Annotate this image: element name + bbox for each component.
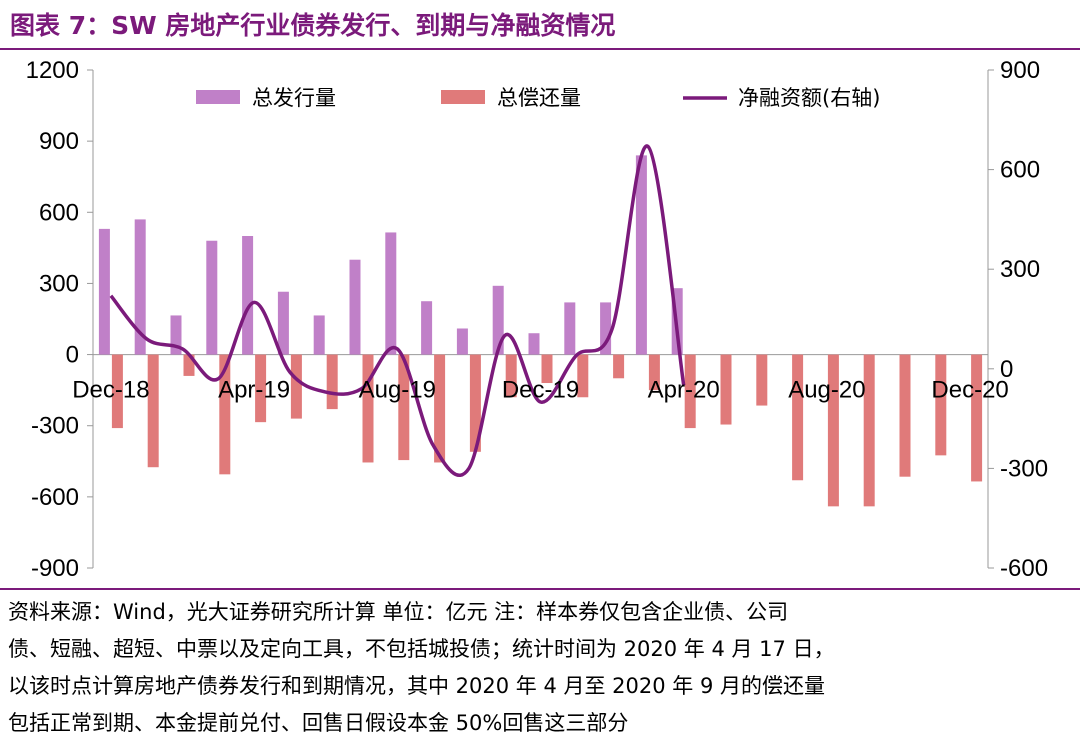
issuance-bar: [528, 333, 540, 355]
repayment-bar: [827, 354, 839, 507]
note-line: 资料来源：Wind，光大证券研究所计算 单位：亿元 注：样本券仅包含企业债、公司: [8, 600, 789, 624]
x-tick-label: Dec-20: [931, 377, 1008, 404]
y-tick-label: 0: [66, 342, 79, 369]
issuance-bar: [134, 219, 146, 355]
repayment-bar: [720, 354, 732, 425]
note-divider: [0, 588, 1080, 590]
y2-tick-label: -600: [1000, 555, 1048, 582]
note-line: 以该时点计算房地产债券发行和到期情况，其中 2020 年 4 月至 2020 年…: [8, 674, 826, 698]
y2-tick-label: 300: [1000, 256, 1040, 283]
repayment-bar: [541, 354, 553, 384]
note-line: 债、短融、超短、中票以及定向工具，不包括城投债；统计时间为 2020 年 4 月…: [8, 637, 835, 661]
net-financing-line: [109, 144, 686, 477]
repayment-bar: [684, 354, 696, 429]
issuance-bar: [492, 285, 504, 355]
y2-tick-label: 0: [1000, 356, 1013, 383]
x-tick-label: Aug-20: [788, 377, 865, 404]
repayment-bar: [756, 354, 768, 406]
repayment-bar: [219, 354, 231, 475]
repayment-bar: [362, 354, 374, 463]
repayment-bar: [505, 354, 517, 398]
y-tick-label: 1200: [26, 57, 79, 84]
repayment-bar: [326, 354, 338, 410]
chart-title: 图表 7：SW 房地产行业债券发行、到期与净融资情况: [10, 11, 616, 40]
repayment-bar: [469, 354, 481, 452]
x-tick-label: Apr-19: [218, 377, 290, 404]
repayment-bar: [434, 354, 446, 463]
repayment-bar: [255, 354, 267, 423]
issuance-bar: [635, 155, 647, 355]
issuance-bar: [206, 240, 218, 355]
issuance-bar: [421, 301, 433, 355]
issuance-bar: [349, 259, 361, 355]
x-tick-label: Aug-19: [359, 377, 436, 404]
legend-label-net: 净融资额(右轴): [738, 86, 880, 110]
repayment-bar: [613, 354, 625, 379]
issuance-bar: [564, 302, 576, 355]
y2-tick-label: -300: [1000, 455, 1048, 482]
legend: 总发行量 总偿还量 净融资额(右轴): [196, 86, 880, 110]
y-tick-label: -600: [31, 484, 79, 511]
repayment-bar: [183, 354, 195, 376]
note-line: 包括正常到期、本金提前兑付、回售日假设本金 50%回售这三部分: [8, 711, 629, 735]
issuance-bar: [600, 302, 612, 355]
repayment-bar: [863, 354, 875, 507]
x-tick-label: Dec-18: [72, 377, 149, 404]
repayment-bar: [935, 354, 947, 456]
x-tick-label: Dec-19: [502, 377, 579, 404]
repayment-bar: [792, 354, 804, 481]
issuance-bar: [277, 291, 289, 355]
legend-label-repayment: 总偿还量: [497, 86, 581, 110]
y-tick-label: 600: [39, 199, 79, 226]
chart: 1200 900 600 300 0 -300 -600 -900 900 600 300 0 -300…: [26, 57, 1048, 582]
legend-swatch-repayment: [441, 90, 485, 104]
legend-swatch-issuance: [196, 90, 240, 104]
issuance-bar: [170, 315, 182, 355]
repayment-bar: [111, 354, 123, 429]
repayment-bar: [577, 354, 589, 398]
y-tick-label: -900: [31, 555, 79, 582]
repayment-bar: [971, 354, 983, 482]
y-tick-label: 900: [39, 128, 79, 155]
issuance-bar: [98, 228, 110, 355]
y2-tick-label: 900: [1000, 57, 1040, 84]
repayment-bar: [147, 354, 159, 468]
repayment-bar: [290, 354, 302, 419]
y-tick-label: -300: [31, 413, 79, 440]
legend-label-issuance: 总发行量: [252, 86, 336, 110]
repayment-bar: [648, 354, 660, 391]
repayment-bar: [398, 354, 410, 461]
repayment-bar: [899, 354, 911, 477]
source-note: 资料来源：Wind，光大证券研究所计算 单位：亿元 注：样本券仅包含企业债、公司…: [8, 594, 1074, 742]
issuance-bar: [456, 328, 468, 355]
title-divider: [0, 48, 1080, 50]
y2-tick-label: 600: [1000, 157, 1040, 184]
issuance-bar: [313, 315, 325, 355]
y-tick-label: 300: [39, 270, 79, 297]
x-tick-label: Apr-20: [648, 377, 720, 404]
issuance-bar: [385, 232, 397, 355]
issuance-bar: [242, 236, 254, 355]
